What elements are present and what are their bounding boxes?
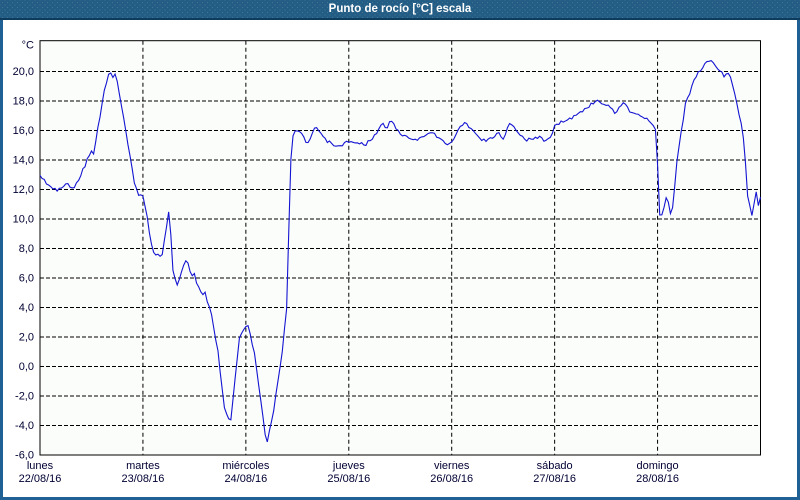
svg-text:22/08/16: 22/08/16: [19, 473, 62, 485]
svg-text:viernes: viernes: [434, 460, 470, 472]
svg-text:domingo: domingo: [636, 460, 678, 472]
svg-text:lunes: lunes: [27, 460, 54, 472]
svg-text:28/08/16: 28/08/16: [636, 473, 679, 485]
svg-text:6,0: 6,0: [19, 273, 34, 285]
svg-text:-4,0: -4,0: [15, 420, 34, 432]
svg-text:18,0: 18,0: [13, 96, 34, 108]
svg-text:20,0: 20,0: [13, 66, 34, 78]
svg-text:4,0: 4,0: [19, 302, 34, 314]
svg-text:0,0: 0,0: [19, 361, 34, 373]
svg-text:12,0: 12,0: [13, 184, 34, 196]
svg-text:°C: °C: [22, 40, 34, 52]
svg-text:16,0: 16,0: [13, 125, 34, 137]
svg-text:-2,0: -2,0: [15, 391, 34, 403]
svg-text:sábado: sábado: [537, 460, 573, 472]
svg-text:8,0: 8,0: [19, 243, 34, 255]
svg-text:25/08/16: 25/08/16: [327, 473, 370, 485]
svg-text:jueves: jueves: [332, 460, 365, 472]
svg-text:27/08/16: 27/08/16: [533, 473, 576, 485]
svg-text:10,0: 10,0: [13, 214, 34, 226]
svg-text:2,0: 2,0: [19, 332, 34, 344]
svg-text:24/08/16: 24/08/16: [224, 473, 267, 485]
svg-text:14,0: 14,0: [13, 155, 34, 167]
svg-text:martes: martes: [126, 460, 160, 472]
svg-text:26/08/16: 26/08/16: [430, 473, 473, 485]
svg-text:miércoles: miércoles: [222, 460, 270, 472]
svg-text:23/08/16: 23/08/16: [122, 473, 165, 485]
